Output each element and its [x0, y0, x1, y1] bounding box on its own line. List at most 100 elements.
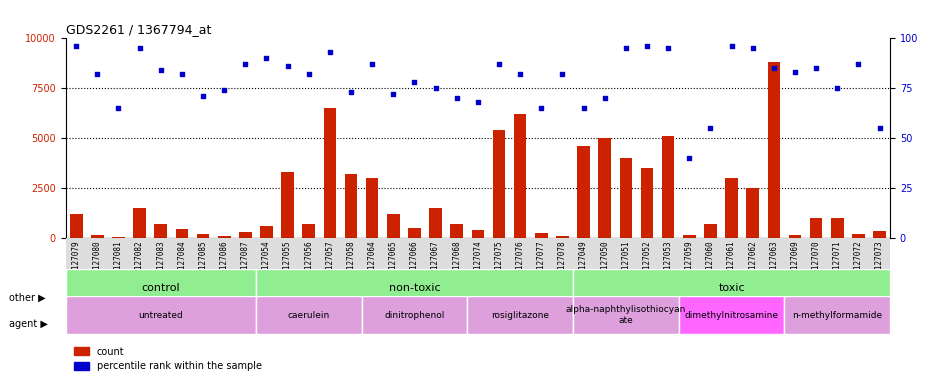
- Bar: [408, 228, 420, 238]
- Text: GSM127084: GSM127084: [177, 240, 186, 281]
- Bar: [492, 130, 505, 238]
- Bar: [256, 238, 277, 276]
- Bar: [783, 296, 889, 334]
- Point: [808, 65, 823, 71]
- Bar: [429, 208, 442, 238]
- Text: GSM127068: GSM127068: [452, 240, 461, 281]
- Text: GSM127059: GSM127059: [684, 240, 693, 281]
- Point: [386, 91, 401, 98]
- Point: [300, 71, 315, 78]
- Text: alpha-naphthylisothiocyan
ate: alpha-naphthylisothiocyan ate: [565, 305, 685, 325]
- Point: [576, 105, 591, 111]
- Text: GSM127061: GSM127061: [726, 240, 736, 281]
- Point: [196, 93, 211, 99]
- Text: GSM127056: GSM127056: [304, 240, 313, 281]
- Point: [786, 69, 801, 75]
- Bar: [171, 238, 192, 276]
- Bar: [66, 269, 256, 307]
- Point: [344, 89, 358, 95]
- Text: toxic: toxic: [718, 283, 744, 293]
- Bar: [298, 238, 319, 276]
- Bar: [87, 238, 108, 276]
- Bar: [783, 238, 805, 276]
- Text: GSM127052: GSM127052: [642, 240, 651, 281]
- Point: [766, 65, 781, 71]
- Bar: [593, 238, 615, 276]
- Point: [280, 63, 295, 70]
- Text: control: control: [141, 283, 180, 293]
- Point: [702, 125, 717, 131]
- Text: dimethylnitrosamine: dimethylnitrosamine: [684, 311, 778, 319]
- Bar: [446, 238, 467, 276]
- Bar: [403, 238, 425, 276]
- Bar: [175, 229, 188, 238]
- Point: [491, 61, 506, 68]
- Bar: [703, 224, 716, 238]
- Bar: [551, 238, 573, 276]
- Text: caerulein: caerulein: [287, 311, 329, 319]
- Bar: [682, 235, 695, 238]
- Bar: [192, 238, 213, 276]
- Text: GSM127057: GSM127057: [325, 240, 334, 281]
- Bar: [340, 238, 361, 276]
- Bar: [720, 238, 741, 276]
- Bar: [319, 238, 340, 276]
- Text: GSM127062: GSM127062: [748, 240, 756, 281]
- Point: [512, 71, 527, 78]
- Point: [428, 85, 443, 91]
- Text: GSM127049: GSM127049: [578, 240, 588, 281]
- Bar: [387, 214, 400, 238]
- Text: dinitrophenol: dinitrophenol: [384, 311, 445, 319]
- Text: GSM127078: GSM127078: [557, 240, 566, 281]
- Text: GSM127077: GSM127077: [536, 240, 545, 281]
- Bar: [277, 238, 298, 276]
- Bar: [323, 108, 336, 238]
- Point: [470, 99, 485, 105]
- Bar: [555, 236, 568, 238]
- Bar: [154, 224, 167, 238]
- Point: [596, 95, 611, 101]
- Bar: [678, 296, 783, 334]
- Bar: [619, 158, 632, 238]
- Bar: [826, 238, 847, 276]
- Bar: [112, 237, 124, 238]
- Point: [534, 105, 548, 111]
- Text: GSM127080: GSM127080: [93, 240, 102, 281]
- Bar: [577, 146, 590, 238]
- Text: GSM127081: GSM127081: [114, 240, 123, 281]
- Text: GSM127070: GSM127070: [811, 240, 820, 281]
- Point: [238, 61, 253, 68]
- FancyBboxPatch shape: [66, 238, 889, 276]
- Point: [724, 43, 739, 50]
- Bar: [678, 238, 699, 276]
- Bar: [488, 238, 509, 276]
- Bar: [256, 296, 361, 334]
- Point: [258, 55, 273, 61]
- Text: GSM127079: GSM127079: [71, 240, 80, 281]
- Text: GSM127072: GSM127072: [853, 240, 862, 281]
- Bar: [534, 233, 547, 238]
- Bar: [365, 178, 378, 238]
- Bar: [70, 214, 82, 238]
- Text: GSM127069: GSM127069: [790, 240, 798, 281]
- Text: GSM127063: GSM127063: [768, 240, 778, 281]
- Text: untreated: untreated: [139, 311, 183, 319]
- Point: [110, 105, 125, 111]
- Bar: [108, 238, 129, 276]
- Point: [154, 67, 168, 73]
- Text: GSM127087: GSM127087: [241, 240, 250, 281]
- Point: [90, 71, 105, 78]
- Point: [618, 45, 633, 51]
- Bar: [763, 238, 783, 276]
- Bar: [91, 235, 104, 238]
- Text: GSM127058: GSM127058: [346, 240, 355, 281]
- Point: [216, 87, 231, 93]
- Bar: [467, 296, 573, 334]
- Text: rosiglitazone: rosiglitazone: [490, 311, 548, 319]
- Text: agent ▶: agent ▶: [9, 319, 48, 329]
- Text: GSM127055: GSM127055: [283, 240, 292, 281]
- Bar: [640, 168, 652, 238]
- Bar: [513, 114, 526, 238]
- Text: GSM127051: GSM127051: [621, 240, 630, 281]
- Bar: [809, 218, 822, 238]
